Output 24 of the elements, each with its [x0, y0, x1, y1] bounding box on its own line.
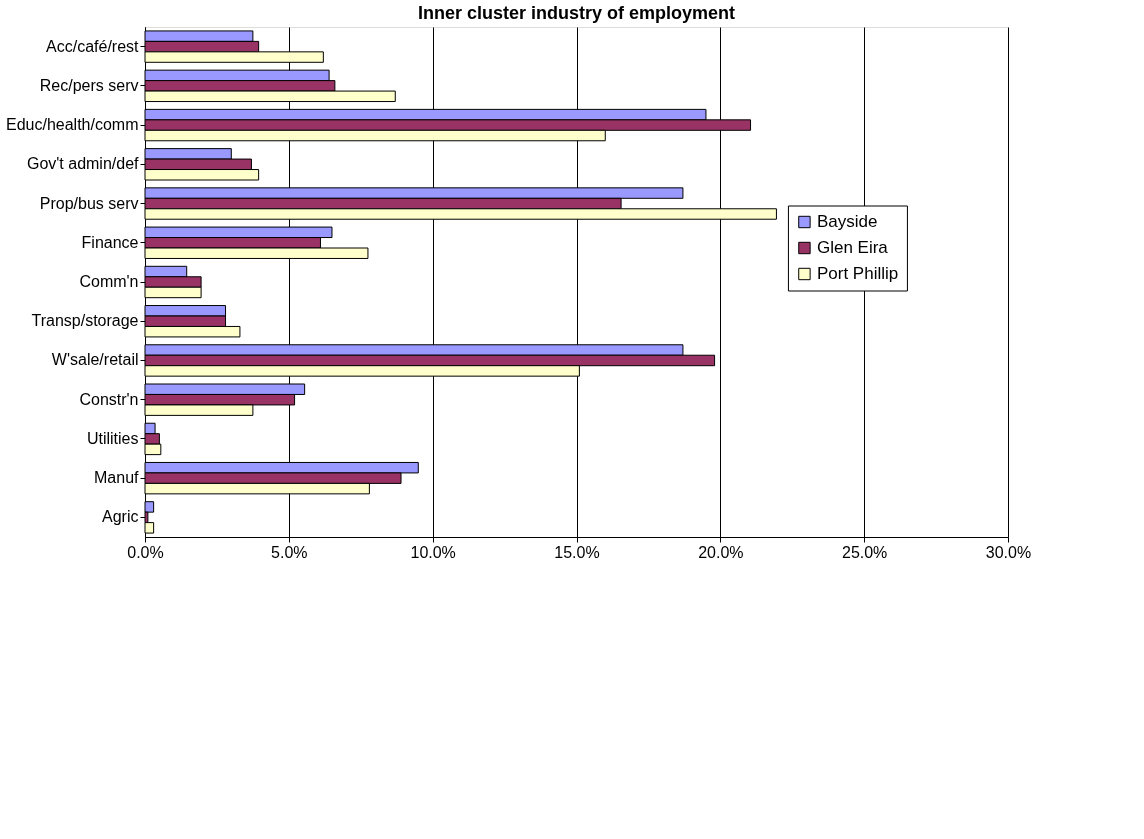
y-tick-label: Finance: [81, 233, 139, 251]
y-tick-label: Agric: [102, 508, 139, 526]
chart-title: Inner cluster industry of employment: [417, 3, 736, 23]
x-tick-label: 0.0%: [127, 543, 164, 561]
x-tick-label: 25.0%: [841, 543, 888, 561]
y-tick-label: Prop/bus serv: [39, 194, 139, 212]
x-tick-label: 5.0%: [271, 543, 308, 561]
y-tick-label: Rec/pers serv: [39, 76, 139, 94]
x-tick-label: 30.0%: [985, 543, 1032, 561]
y-tick-label: Constr'n: [79, 390, 139, 408]
x-tick-label: 20.0%: [698, 543, 744, 561]
legend-label: Port Phillip: [816, 264, 899, 283]
y-tick-label: Comm'n: [79, 273, 139, 290]
y-tick-label: Transp/storage: [31, 312, 139, 330]
y-tick-label: Gov't admin/def: [26, 155, 140, 173]
y-tick-label: Educ/health/comm: [5, 116, 139, 134]
legend-label: Glen Eira: [816, 238, 889, 257]
x-tick-label: 10.0%: [410, 543, 456, 561]
y-tick-label: Utilities: [86, 429, 139, 447]
x-tick-label: 15.0%: [554, 543, 600, 561]
y-tick-label: Acc/café/rest: [46, 37, 140, 55]
y-tick-label: Manuf: [94, 469, 140, 487]
legend-label: Bayside: [816, 212, 878, 231]
y-tick-label: W'sale/retail: [51, 351, 139, 369]
